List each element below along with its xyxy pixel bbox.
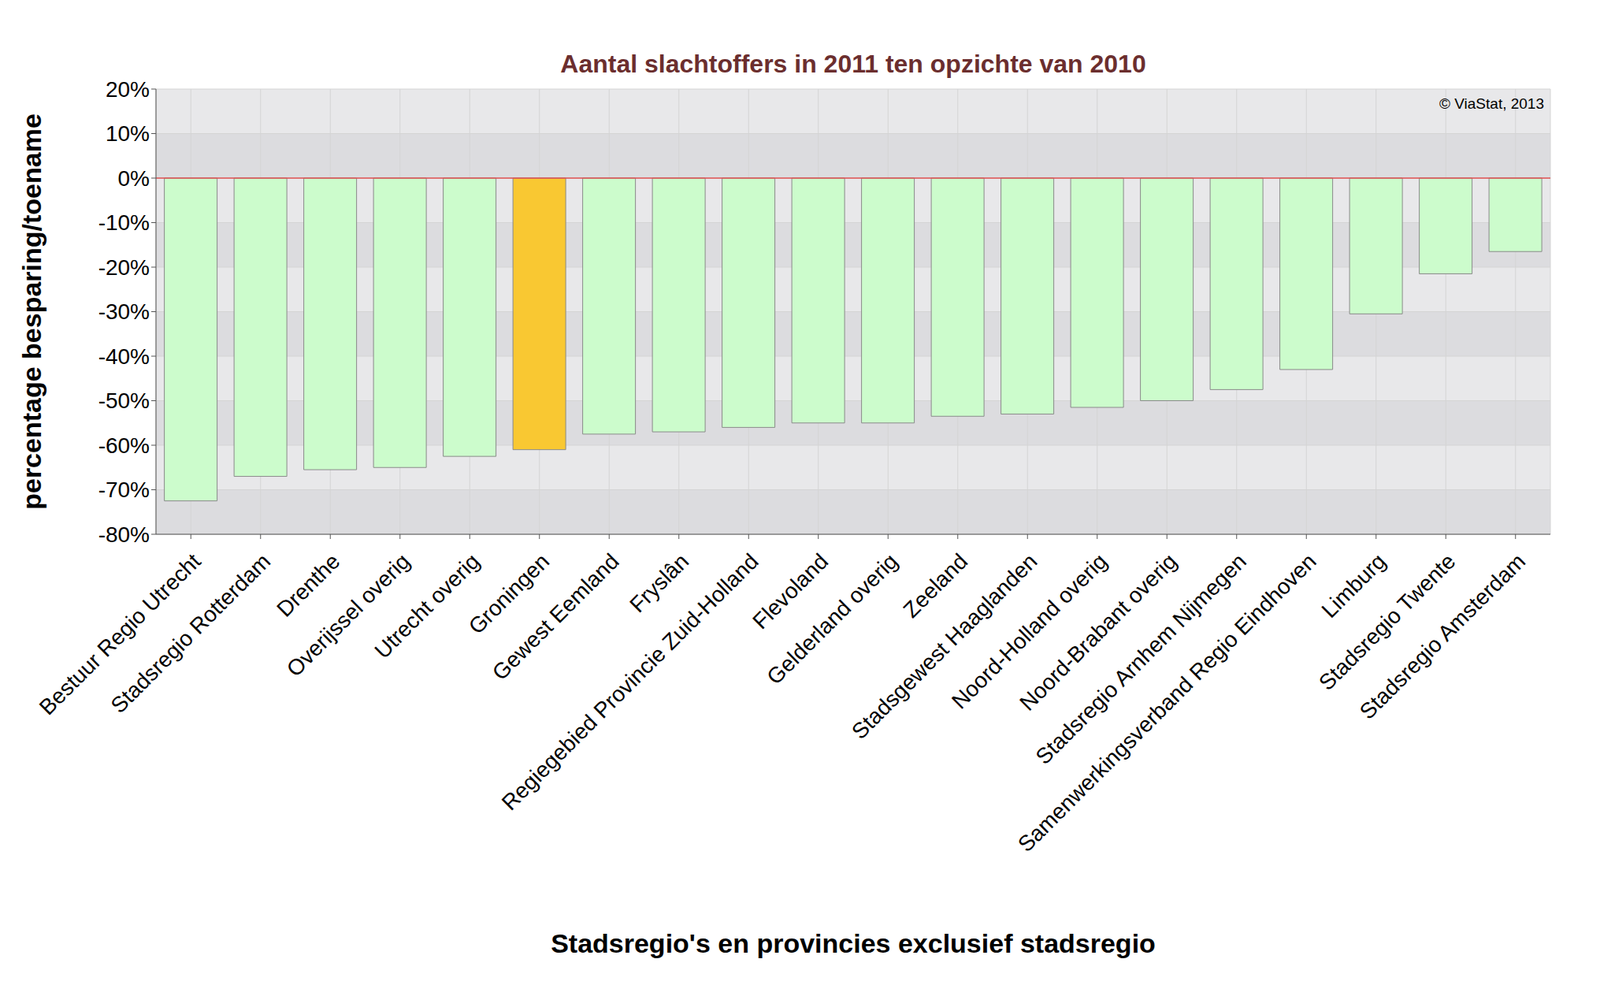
svg-text:-70%: -70%	[98, 477, 150, 502]
svg-text:Overijssel overig: Overijssel overig	[282, 548, 415, 681]
svg-text:-20%: -20%	[98, 255, 150, 280]
svg-text:-60%: -60%	[98, 433, 150, 458]
svg-text:Gewest Eemland: Gewest Eemland	[487, 548, 624, 685]
svg-text:Utrecht overig: Utrecht overig	[369, 548, 484, 663]
svg-text:percentage besparing/toename: percentage besparing/toename	[16, 113, 47, 510]
svg-text:-10%: -10%	[98, 210, 150, 235]
svg-text:Gelderland overig: Gelderland overig	[761, 548, 903, 689]
svg-text:Drenthe: Drenthe	[271, 548, 345, 621]
svg-text:Stadsregio Amsterdam: Stadsregio Amsterdam	[1354, 548, 1530, 724]
svg-text:-50%: -50%	[98, 388, 150, 413]
svg-text:-40%: -40%	[98, 344, 150, 369]
svg-text:-30%: -30%	[98, 299, 150, 324]
html-text:Stadsregio's en provincies exc: Stadsregio's en provincies exclusief sta…	[550, 928, 1156, 958]
svg-text:Stadsregio Arnhem Nijmegen: Stadsregio Arnhem Nijmegen	[1030, 548, 1252, 769]
svg-text:Stadsregio Twente: Stadsregio Twente	[1314, 548, 1461, 695]
svg-text:Noord-Brabant overig: Noord-Brabant overig	[1014, 548, 1182, 716]
svg-text:Fryslân: Fryslân	[624, 548, 694, 617]
svg-text:Bestuur Regio Utrecht: Bestuur Regio Utrecht	[34, 548, 206, 720]
svg-text:Noord-Holland overig: Noord-Holland overig	[947, 548, 1112, 714]
svg-text:Regiegebied Provincie Zuid-Hol: Regiegebied Provincie Zuid-Holland	[497, 548, 764, 815]
svg-text:Flevoland: Flevoland	[747, 548, 833, 634]
svg-text:Zeeland: Zeeland	[898, 548, 973, 623]
svg-text:Groningen: Groningen	[463, 548, 554, 639]
html-text:Aantal slachtoffers in 2011 te: Aantal slachtoffers in 2011 ten opzichte…	[560, 49, 1146, 78]
svg-text:20%: 20%	[105, 77, 150, 102]
html-text:© ViaStat, 2013: © ViaStat, 2013	[1439, 95, 1545, 112]
svg-text:Limburg: Limburg	[1316, 548, 1391, 623]
svg-text:Samenwerkingsverband Regio Ein: Samenwerkingsverband Regio Eindhoven	[1013, 548, 1322, 857]
svg-text:-80%: -80%	[98, 522, 150, 547]
svg-text:Stadsgewest Haaglanden: Stadsgewest Haaglanden	[846, 548, 1042, 744]
svg-text:10%: 10%	[105, 121, 150, 146]
svg-text:0%: 0%	[118, 166, 150, 191]
svg-text:Stadsregio Rotterdam: Stadsregio Rotterdam	[106, 548, 276, 718]
